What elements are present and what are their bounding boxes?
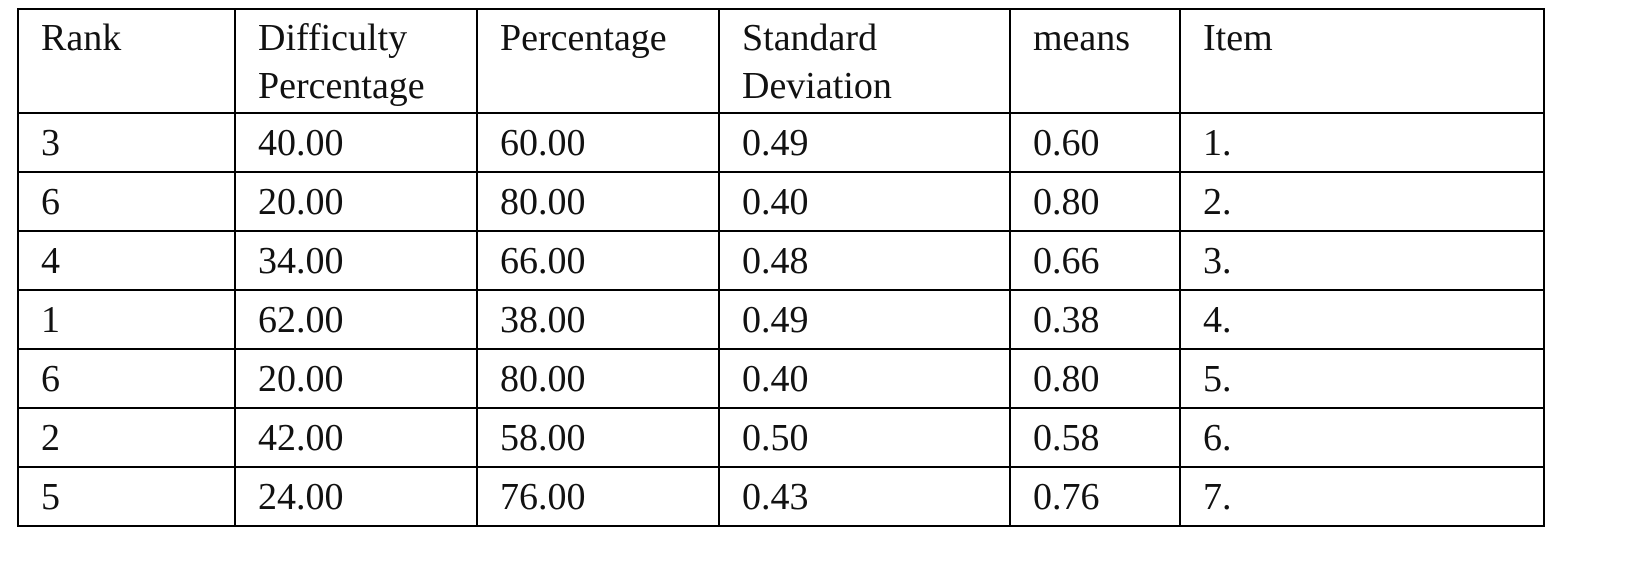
table-cell: 80.00 bbox=[476, 171, 720, 232]
table-cell: 2. bbox=[1179, 171, 1545, 232]
header-cell: Percentage bbox=[476, 8, 720, 114]
table-cell: 0.49 bbox=[718, 112, 1011, 173]
table-cell: 20.00 bbox=[234, 348, 478, 409]
table-cell: 5. bbox=[1179, 348, 1545, 409]
table-cell: 58.00 bbox=[476, 407, 720, 468]
table-row: 6 20.00 80.00 0.40 0.80 5. bbox=[17, 348, 1545, 409]
table-cell: 1. bbox=[1179, 112, 1545, 173]
table-cell: 6. bbox=[1179, 407, 1545, 468]
table-cell: 24.00 bbox=[234, 466, 478, 527]
table-cell: 6 bbox=[17, 171, 236, 232]
header-row: Rank Difficulty Percentage Percentage Stand… bbox=[17, 8, 1545, 114]
table-cell: 40.00 bbox=[234, 112, 478, 173]
table-cell: 0.60 bbox=[1009, 112, 1181, 173]
table-cell: 80.00 bbox=[476, 348, 720, 409]
table-row: 4 34.00 66.00 0.48 0.66 3. bbox=[17, 230, 1545, 291]
table-cell: 1 bbox=[17, 289, 236, 350]
table-cell: 38.00 bbox=[476, 289, 720, 350]
table-cell: 0.49 bbox=[718, 289, 1011, 350]
table-row: 2 42.00 58.00 0.50 0.58 6. bbox=[17, 407, 1545, 468]
table-cell: 6 bbox=[17, 348, 236, 409]
table-row: 1 62.00 38.00 0.49 0.38 4. bbox=[17, 289, 1545, 350]
table-row: 5 24.00 76.00 0.43 0.76 7. bbox=[17, 466, 1545, 527]
header-cell: Item bbox=[1179, 8, 1545, 114]
table-cell: 0.80 bbox=[1009, 171, 1181, 232]
table-cell: 0.50 bbox=[718, 407, 1011, 468]
header-cell: Difficulty Percentage bbox=[234, 8, 478, 114]
table-cell: 3 bbox=[17, 112, 236, 173]
table-cell: 0.38 bbox=[1009, 289, 1181, 350]
table-cell: 60.00 bbox=[476, 112, 720, 173]
table-cell: 5 bbox=[17, 466, 236, 527]
table-cell: 20.00 bbox=[234, 171, 478, 232]
table-cell: 0.76 bbox=[1009, 466, 1181, 527]
table-cell: 0.58 bbox=[1009, 407, 1181, 468]
table-cell: 34.00 bbox=[234, 230, 478, 291]
table-cell: 0.40 bbox=[718, 171, 1011, 232]
table-cell: 42.00 bbox=[234, 407, 478, 468]
table-cell: 4 bbox=[17, 230, 236, 291]
table-cell: 76.00 bbox=[476, 466, 720, 527]
table-cell: 0.43 bbox=[718, 466, 1011, 527]
table-row: 3 40.00 60.00 0.49 0.60 1. bbox=[17, 112, 1545, 173]
table-cell: 0.80 bbox=[1009, 348, 1181, 409]
data-table: Rank Difficulty Percentage Percentage Stand… bbox=[17, 8, 1545, 527]
header-cell: Standard Deviation bbox=[718, 8, 1011, 114]
table-cell: 0.48 bbox=[718, 230, 1011, 291]
table-cell: 7. bbox=[1179, 466, 1545, 527]
table-row: 6 20.00 80.00 0.40 0.80 2. bbox=[17, 171, 1545, 232]
table-body: 3 40.00 60.00 0.49 0.60 1. 6 20.00 80.00 0.40 0.80… bbox=[17, 112, 1545, 527]
table-cell: 66.00 bbox=[476, 230, 720, 291]
table-cell: 0.66 bbox=[1009, 230, 1181, 291]
header-cell: means bbox=[1009, 8, 1181, 114]
table-cell: 4. bbox=[1179, 289, 1545, 350]
table-cell: 0.40 bbox=[718, 348, 1011, 409]
header-cell: Rank bbox=[17, 8, 236, 114]
table-cell: 3. bbox=[1179, 230, 1545, 291]
table-cell: 2 bbox=[17, 407, 236, 468]
table-cell: 62.00 bbox=[234, 289, 478, 350]
